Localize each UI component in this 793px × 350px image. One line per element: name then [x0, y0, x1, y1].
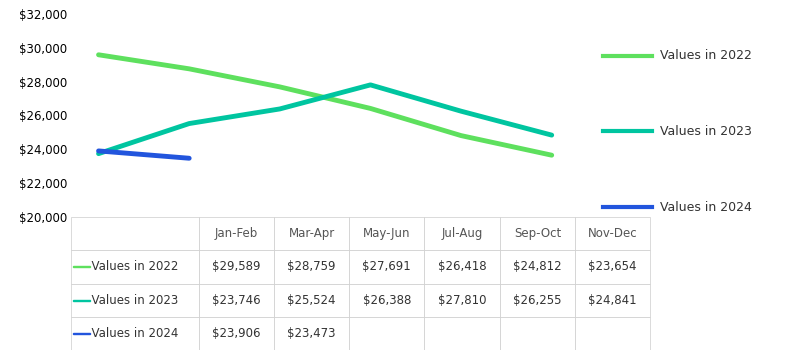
Text: Values in 2022: Values in 2022: [660, 49, 752, 62]
Text: Values in 2023: Values in 2023: [660, 125, 752, 138]
Text: Values in 2024: Values in 2024: [660, 201, 752, 214]
